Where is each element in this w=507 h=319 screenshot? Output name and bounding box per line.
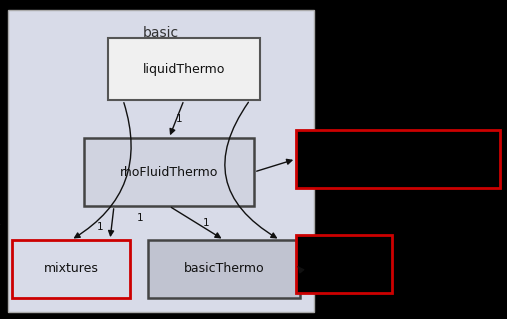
Text: 1: 1 [203, 218, 209, 228]
FancyBboxPatch shape [148, 240, 300, 298]
FancyBboxPatch shape [296, 235, 392, 293]
FancyBboxPatch shape [8, 10, 314, 312]
Text: basicThermo: basicThermo [184, 263, 264, 276]
Text: liquidThermo: liquidThermo [143, 63, 225, 76]
FancyBboxPatch shape [12, 240, 130, 298]
Text: basic: basic [143, 26, 179, 40]
Text: 1: 1 [137, 213, 143, 223]
Text: rhoFluidThermo: rhoFluidThermo [120, 166, 218, 179]
Text: 1: 1 [97, 222, 103, 232]
FancyBboxPatch shape [108, 38, 260, 100]
Text: mixtures: mixtures [44, 263, 98, 276]
Text: 1: 1 [176, 114, 183, 124]
FancyBboxPatch shape [84, 138, 254, 206]
Text: 1: 1 [0, 217, 2, 227]
FancyBboxPatch shape [296, 130, 500, 188]
